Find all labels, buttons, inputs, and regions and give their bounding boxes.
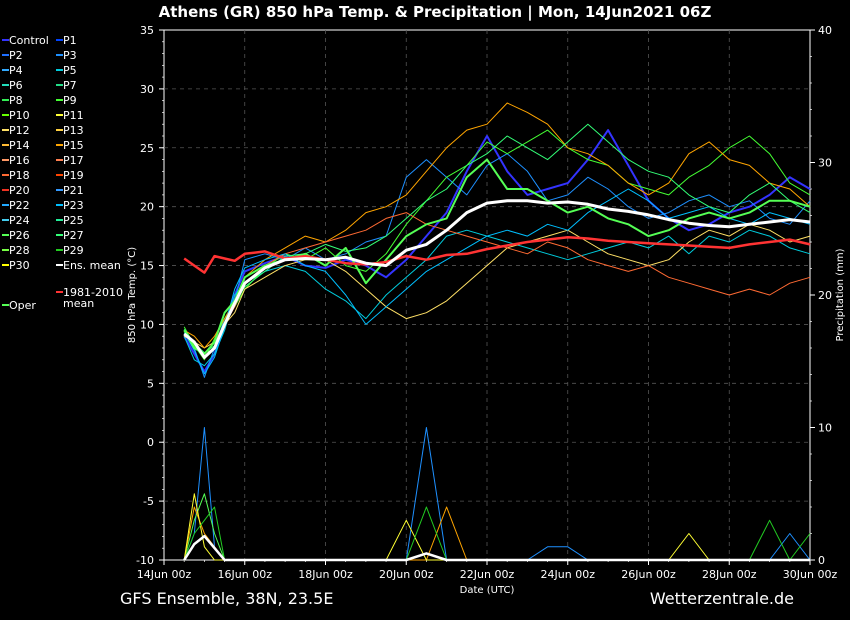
legend-label: mean bbox=[63, 297, 94, 310]
legend-label: P23 bbox=[63, 199, 84, 212]
x-tick-label: 26Jun 00z bbox=[621, 568, 676, 581]
legend-label: P3 bbox=[63, 49, 77, 62]
x-tick-label: 18Jun 00z bbox=[298, 568, 353, 581]
x-axis: 14Jun 00z 16Jun 00z 18Jun 00z 20Jun 00z 22Ju… bbox=[137, 560, 838, 581]
legend-label: P8 bbox=[9, 94, 23, 107]
x-tick-label: 22Jun 00z bbox=[460, 568, 515, 581]
x-tick-label: 28Jun 00z bbox=[702, 568, 757, 581]
legend-label: P4 bbox=[9, 64, 23, 77]
y-tick-label: -10 bbox=[136, 554, 154, 567]
y-tick-label: 30 bbox=[140, 83, 154, 96]
legend-label: P16 bbox=[9, 154, 30, 167]
legend-label: P17 bbox=[63, 154, 84, 167]
legend-label: P14 bbox=[9, 139, 30, 152]
y-tick-label: 35 bbox=[140, 24, 154, 37]
temperature-series bbox=[183, 102, 811, 378]
legend-label: P11 bbox=[63, 109, 84, 122]
y-tick-label: 5 bbox=[147, 377, 154, 390]
legend-label: P22 bbox=[9, 199, 30, 212]
legend-label: P25 bbox=[63, 214, 84, 227]
y2-tick-label: 0 bbox=[818, 554, 825, 567]
legend-label: P29 bbox=[63, 244, 84, 257]
precip-line bbox=[183, 534, 810, 562]
legend-label: P1 bbox=[63, 34, 77, 47]
legend-label: Oper bbox=[9, 299, 36, 312]
y-tick-label: 10 bbox=[140, 318, 154, 331]
legend-label: P13 bbox=[63, 124, 84, 137]
legend-label: P2 bbox=[9, 49, 23, 62]
legend-label: P24 bbox=[9, 214, 30, 227]
y-tick-label: 0 bbox=[147, 436, 154, 449]
series-line bbox=[183, 223, 811, 349]
series-line bbox=[183, 199, 811, 359]
grid bbox=[164, 30, 810, 560]
series-line bbox=[183, 129, 811, 373]
x-tick-label: 30Jun 00z bbox=[783, 568, 838, 581]
y-tick-label: 15 bbox=[140, 260, 154, 273]
legend-label: P9 bbox=[63, 94, 77, 107]
legend-label: P27 bbox=[63, 229, 84, 242]
legend-label: P26 bbox=[9, 229, 30, 242]
y2-tick-label: 20 bbox=[818, 289, 832, 302]
legend-label: P6 bbox=[9, 79, 23, 92]
legend-label: P30 bbox=[9, 259, 30, 272]
y-tick-label: 20 bbox=[140, 201, 154, 214]
y2-tick-label: 10 bbox=[818, 422, 832, 435]
x-tick-label: 24Jun 00z bbox=[541, 568, 596, 581]
series-line bbox=[183, 236, 811, 274]
x-tick-label: 20Jun 00z bbox=[379, 568, 434, 581]
legend-label: P15 bbox=[63, 139, 84, 152]
y-tick-label: 25 bbox=[140, 142, 154, 155]
footer-model: GFS Ensemble, 38N, 23.5E bbox=[120, 589, 333, 608]
y-axis-left: 35 30 25 20 15 10 5 0 -5 -10 bbox=[136, 24, 164, 567]
chart-title: Athens (GR) 850 hPa Temp. & Precipitatio… bbox=[159, 3, 712, 22]
legend-label: P12 bbox=[9, 124, 30, 137]
x-tick-label: 16Jun 00z bbox=[218, 568, 273, 581]
y-tick-label: -5 bbox=[143, 495, 154, 508]
y2-tick-label: 30 bbox=[818, 157, 832, 170]
y-axis-right: 40 30 20 10 0 bbox=[810, 24, 832, 567]
footer-source: Wetterzentrale.de bbox=[650, 589, 794, 608]
legend-label: 1981-2010 bbox=[63, 286, 123, 299]
y-axis-label: 850 hPa Temp. (°C) bbox=[127, 247, 138, 343]
legend: Control P1 P2 P3 P4 P5 P6 P7 P8 P9 P10 P11 P12 P13 P14… bbox=[2, 34, 123, 312]
series-line bbox=[183, 188, 811, 375]
y2-tick-label: 40 bbox=[818, 24, 832, 37]
series-line bbox=[183, 158, 811, 355]
legend-label: P18 bbox=[9, 169, 30, 182]
legend-label: P7 bbox=[63, 79, 77, 92]
precipitation-series bbox=[183, 427, 811, 562]
legend-label: P20 bbox=[9, 184, 30, 197]
legend-label: P19 bbox=[63, 169, 84, 182]
legend-label: P10 bbox=[9, 109, 30, 122]
x-axis-label: Date (UTC) bbox=[460, 585, 515, 596]
legend-label: P5 bbox=[63, 64, 77, 77]
x-tick-label: 14Jun 00z bbox=[137, 568, 192, 581]
legend-label: P21 bbox=[63, 184, 84, 197]
y2-axis-label: Precipitation (mm) bbox=[835, 248, 846, 341]
legend-label: Control bbox=[9, 34, 49, 47]
legend-label: P28 bbox=[9, 244, 30, 257]
legend-label: Ens. mean bbox=[63, 259, 121, 272]
